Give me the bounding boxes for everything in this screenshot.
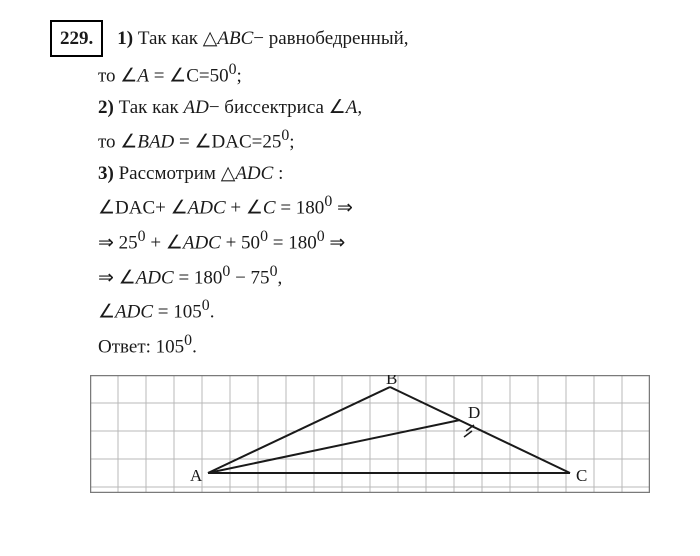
line-2: то ∠A = ∠C=500; [98,57,670,92]
svg-text:B: B [386,375,397,388]
line-7: ⇒ 250 + ∠ADC + 500 = 1800 ⇒ [98,224,670,259]
triangle-diagram: A B C D [90,375,650,493]
line-4: то ∠BAD = ∠DAC=250; [98,123,670,158]
svg-text:D: D [468,403,480,422]
page: 229. 1) Так как △ABC− равнобедренный, то… [0,0,700,556]
line-6: ∠DAC+ ∠ADC + ∠C = 1800 ⇒ [98,189,670,224]
svg-text:A: A [190,466,203,485]
problem-number: 229. [50,20,103,57]
diagram: A B C D [90,375,670,493]
line-3: 2) Так как AD− биссектриса ∠A, [98,92,670,123]
line-1: 229. 1) Так как △ABC− равнобедренный, [50,20,670,57]
line-8: ⇒ ∠ADC = 1800 − 750, [98,259,670,294]
answer-line: Ответ: 1050. [98,328,670,363]
line-9: ∠ADC = 1050. [98,293,670,328]
solution-text: 229. 1) Так как △ABC− равнобедренный, то… [50,20,670,363]
line-5: 3) Рассмотрим △ADC : [98,158,670,189]
svg-text:C: C [576,466,587,485]
